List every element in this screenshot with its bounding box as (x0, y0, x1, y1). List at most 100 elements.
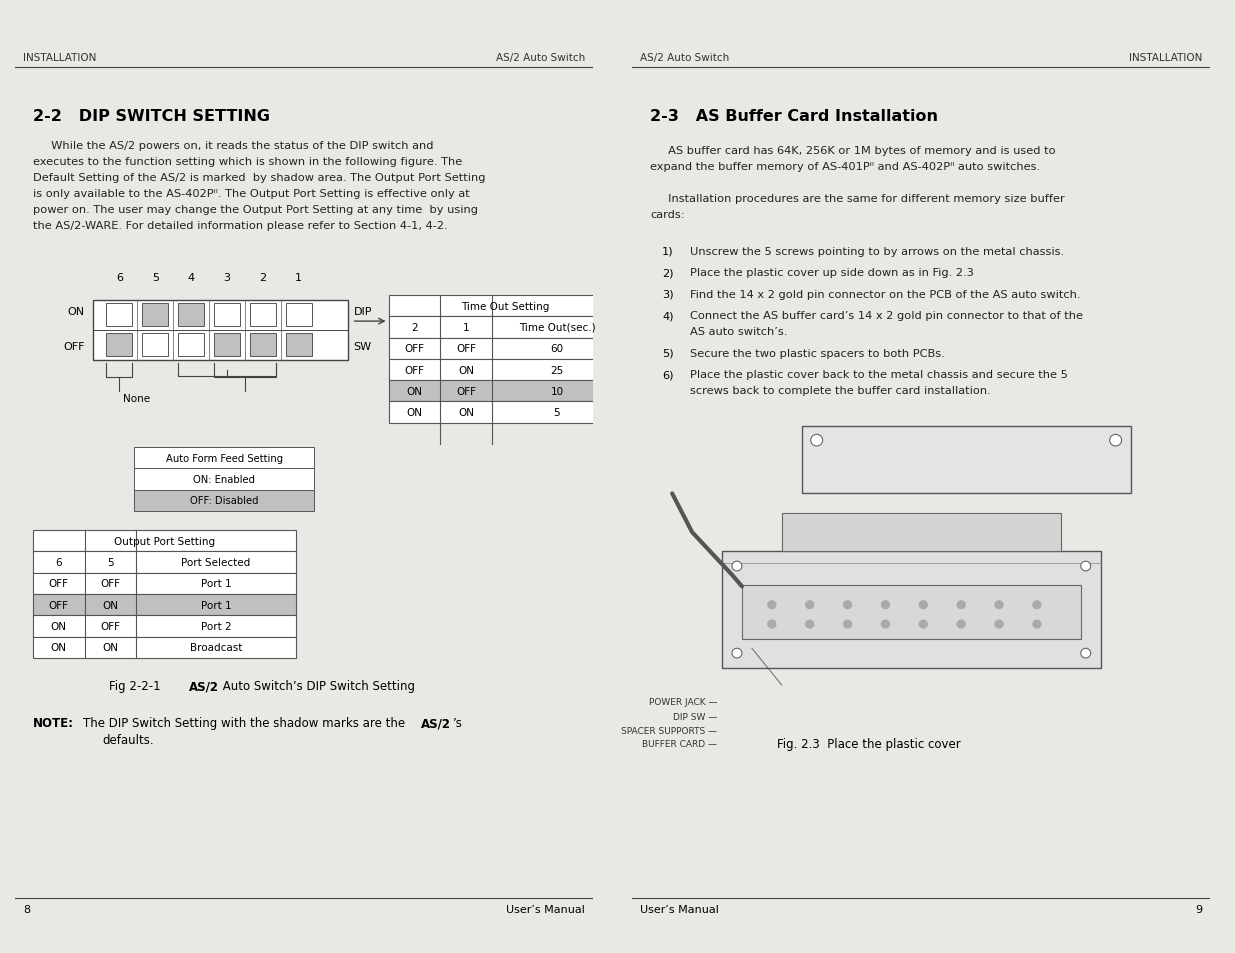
Bar (106, 304, 132, 327)
Text: 1: 1 (463, 322, 469, 333)
Bar (802, 426, 1130, 494)
Bar (142, 334, 168, 357)
Circle shape (1081, 561, 1091, 571)
Text: User’s Manual: User’s Manual (506, 903, 585, 914)
Text: DIP: DIP (353, 307, 372, 317)
Text: OFF: OFF (63, 342, 84, 352)
Circle shape (995, 620, 1003, 628)
Bar (389, 338, 621, 359)
Bar (135, 469, 314, 490)
Text: 4: 4 (188, 274, 195, 283)
Text: Auto Form Feed Setting: Auto Form Feed Setting (165, 453, 283, 463)
Text: OFF: OFF (404, 344, 425, 354)
Text: ON: ON (458, 408, 474, 417)
Text: 5: 5 (107, 558, 114, 568)
Text: ON: ON (68, 307, 84, 317)
Text: Time Out Setting: Time Out Setting (461, 301, 550, 312)
Bar (249, 334, 275, 357)
Text: 4): 4) (662, 311, 674, 321)
Text: defaults.: defaults. (103, 734, 154, 747)
Text: 6: 6 (116, 274, 124, 283)
Text: Broadcast: Broadcast (190, 642, 242, 653)
Bar (93, 300, 348, 360)
Text: Port 1: Port 1 (201, 600, 231, 610)
Text: Place the plastic cover up side down as in Fig. 2.3: Place the plastic cover up side down as … (690, 268, 974, 278)
Text: OFF: OFF (48, 600, 69, 610)
Circle shape (919, 601, 927, 609)
Text: Unscrew the 5 screws pointing to by arrows on the metal chassis.: Unscrew the 5 screws pointing to by arro… (690, 246, 1065, 256)
Bar (178, 304, 204, 327)
Text: INSTALLATION: INSTALLATION (22, 52, 96, 63)
Text: 3): 3) (662, 290, 674, 299)
Text: AS/2: AS/2 (189, 679, 219, 693)
Bar (33, 573, 296, 595)
Text: 1): 1) (662, 246, 674, 256)
Text: OFF: OFF (100, 621, 121, 632)
Text: Port Selected: Port Selected (182, 558, 251, 568)
Bar (742, 586, 1081, 639)
Text: 2-2   DIP SWITCH SETTING: 2-2 DIP SWITCH SETTING (33, 109, 269, 124)
Circle shape (957, 601, 966, 609)
Text: ON: Enabled: ON: Enabled (193, 475, 256, 484)
Circle shape (805, 601, 814, 609)
Bar (389, 295, 621, 317)
Circle shape (768, 601, 776, 609)
Text: Installation procedures are the same for different memory size buffer: Installation procedures are the same for… (651, 194, 1065, 204)
Text: NOTE:: NOTE: (33, 717, 74, 729)
Text: Secure the two plastic spacers to both PCBs.: Secure the two plastic spacers to both P… (690, 349, 945, 358)
Bar (249, 304, 275, 327)
Text: Port 2: Port 2 (201, 621, 231, 632)
Text: Fig 2-2-1: Fig 2-2-1 (110, 679, 161, 693)
Bar (33, 637, 296, 659)
Text: OFF: Disabled: OFF: Disabled (190, 496, 258, 506)
Text: cards:: cards: (651, 210, 685, 220)
Bar (135, 490, 314, 512)
Text: SPACER SUPPORTS —: SPACER SUPPORTS — (621, 726, 718, 735)
Text: Connect the AS buffer card’s 14 x 2 gold pin connector to that of the: Connect the AS buffer card’s 14 x 2 gold… (690, 311, 1083, 321)
Text: OFF: OFF (100, 578, 121, 589)
Text: AS/2 Auto Switch: AS/2 Auto Switch (640, 52, 730, 63)
Text: Default Setting of the AS/2 is marked  by shadow area. The Output Port Setting: Default Setting of the AS/2 is marked by… (33, 172, 485, 183)
Bar (33, 531, 296, 552)
Bar (135, 448, 314, 469)
Text: Auto Switch’s DIP Switch Setting: Auto Switch’s DIP Switch Setting (219, 679, 415, 693)
Circle shape (805, 620, 814, 628)
Text: AS auto switch’s.: AS auto switch’s. (690, 327, 788, 337)
Bar (285, 304, 311, 327)
Text: SW: SW (353, 342, 372, 352)
Text: 25: 25 (551, 365, 563, 375)
Circle shape (957, 620, 966, 628)
Circle shape (844, 601, 852, 609)
Text: AS/2 Auto Switch: AS/2 Auto Switch (495, 52, 585, 63)
Text: 2: 2 (411, 322, 417, 333)
Text: 5: 5 (553, 408, 561, 417)
Text: ON: ON (103, 642, 119, 653)
Text: POWER JACK —: POWER JACK — (648, 697, 718, 706)
Text: DIP SW —: DIP SW — (673, 713, 718, 721)
Text: The DIP Switch Setting with the shadow marks are the: The DIP Switch Setting with the shadow m… (83, 717, 405, 729)
Circle shape (1032, 620, 1041, 628)
Text: 10: 10 (551, 386, 563, 396)
Text: ON: ON (406, 386, 422, 396)
Text: ON: ON (458, 365, 474, 375)
Circle shape (882, 620, 889, 628)
Text: OFF: OFF (456, 344, 477, 354)
Circle shape (1110, 435, 1121, 447)
Circle shape (919, 620, 927, 628)
Text: ’s: ’s (453, 717, 463, 729)
Text: screws back to complete the buffer card installation.: screws back to complete the buffer card … (690, 386, 990, 395)
Bar (142, 304, 168, 327)
Text: AS buffer card has 64K, 256K or 1M bytes of memory and is used to: AS buffer card has 64K, 256K or 1M bytes… (651, 146, 1056, 155)
Bar (389, 381, 621, 402)
Text: is only available to the AS-402Pᴵᴵ. The Output Port Setting is effective only at: is only available to the AS-402Pᴵᴵ. The … (33, 189, 469, 199)
Circle shape (732, 561, 742, 571)
Text: ON: ON (51, 621, 67, 632)
Text: power on. The user may change the Output Port Setting at any time  by using: power on. The user may change the Output… (33, 205, 478, 214)
Circle shape (1081, 649, 1091, 659)
Bar (33, 595, 296, 616)
Text: Output Port Setting: Output Port Setting (114, 537, 215, 546)
Text: Port 1: Port 1 (201, 578, 231, 589)
Text: 60: 60 (551, 344, 563, 354)
Bar (722, 552, 1100, 668)
Text: the AS/2-WARE. For detailed information please refer to Section 4-1, 4-2.: the AS/2-WARE. For detailed information … (33, 221, 447, 231)
